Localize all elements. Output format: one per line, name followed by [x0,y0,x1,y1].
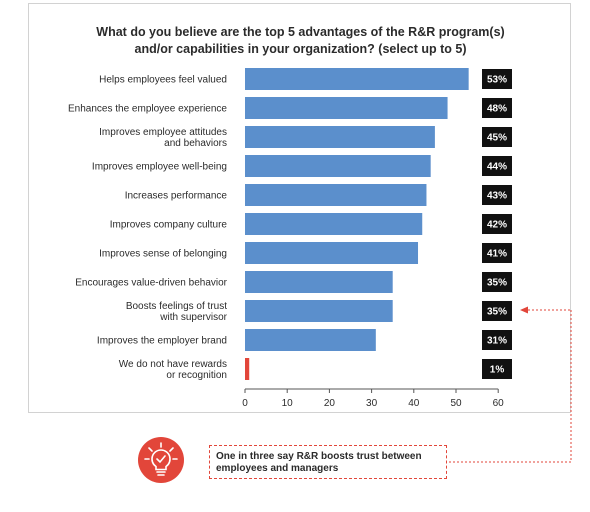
value-badge-3 [482,156,512,176]
bar-6 [245,242,419,264]
value-label-3: 44% [487,162,507,173]
value-badge-0 [482,69,512,89]
bar-7 [245,271,393,293]
category-label-4: Increases performance [125,191,228,202]
value-label-6: 41% [487,249,507,260]
value-badge-10 [482,359,512,379]
bar-2 [245,126,435,148]
bar-10 [245,358,250,380]
category-label-8: Boosts feelings of trust with supervisor [126,301,228,323]
category-label-6: Improves sense of belonging [99,249,227,260]
value-badge-4 [482,185,512,205]
value-label-4: 43% [487,191,507,202]
category-label-10: We do not have rewards or recognition [119,359,227,381]
x-tick-label-6: 60 [493,398,505,409]
chart-title: What do you believe are the top 5 advant… [29,24,572,58]
category-label-5: Improves company culture [110,220,228,231]
category-label-9: Improves the employer brand [97,336,227,347]
value-label-5: 42% [487,220,507,231]
chart-panel: What do you believe are the top 5 advant… [28,3,571,413]
x-tick-label-0: 0 [242,398,248,409]
bar-3 [245,155,431,177]
value-label-7: 35% [487,278,507,289]
x-tick-label-1: 10 [282,398,294,409]
value-label-2: 45% [487,133,507,144]
bar-1 [245,97,448,119]
x-tick-label-3: 30 [366,398,378,409]
callout-text: One in three say R&R boosts trust betwee… [216,451,422,474]
category-label-1: Enhances the employee experience [68,104,227,115]
category-label-7: Encourages value-driven behavior [75,278,227,289]
bar-4 [245,184,427,206]
chart-title-line-1: What do you believe are the top 5 advant… [96,25,505,39]
value-label-0: 53% [487,75,507,86]
callout-box: One in three say R&R boosts trust betwee… [209,445,447,479]
x-tick-label-5: 50 [450,398,462,409]
bar-0 [245,68,469,90]
value-label-8: 35% [487,307,507,318]
chart-title-line-2: and/or capabilities in your organization… [134,42,467,56]
value-badge-8 [482,301,512,321]
value-badge-2 [482,127,512,147]
value-badge-7 [482,272,512,292]
value-badge-1 [482,98,512,118]
value-badge-6 [482,243,512,263]
value-label-9: 31% [487,336,507,347]
category-label-3: Improves employee well-being [92,162,227,173]
value-label-10: 1% [490,365,505,376]
bar-chart: Helps employees feel valued 53% Enhances t… [68,68,512,409]
value-badge-9 [482,330,512,350]
value-label-1: 48% [487,104,507,115]
category-label-2: Improves employee attitudes and behaviors [99,127,227,149]
bar-8 [245,300,393,322]
lightbulb-check-icon [138,437,184,483]
value-badge-5 [482,214,512,234]
bar-9 [245,329,376,351]
bar-5 [245,213,423,235]
x-tick-label-2: 20 [324,398,336,409]
category-label-0: Helps employees feel valued [99,75,227,86]
x-tick-label-4: 40 [408,398,420,409]
